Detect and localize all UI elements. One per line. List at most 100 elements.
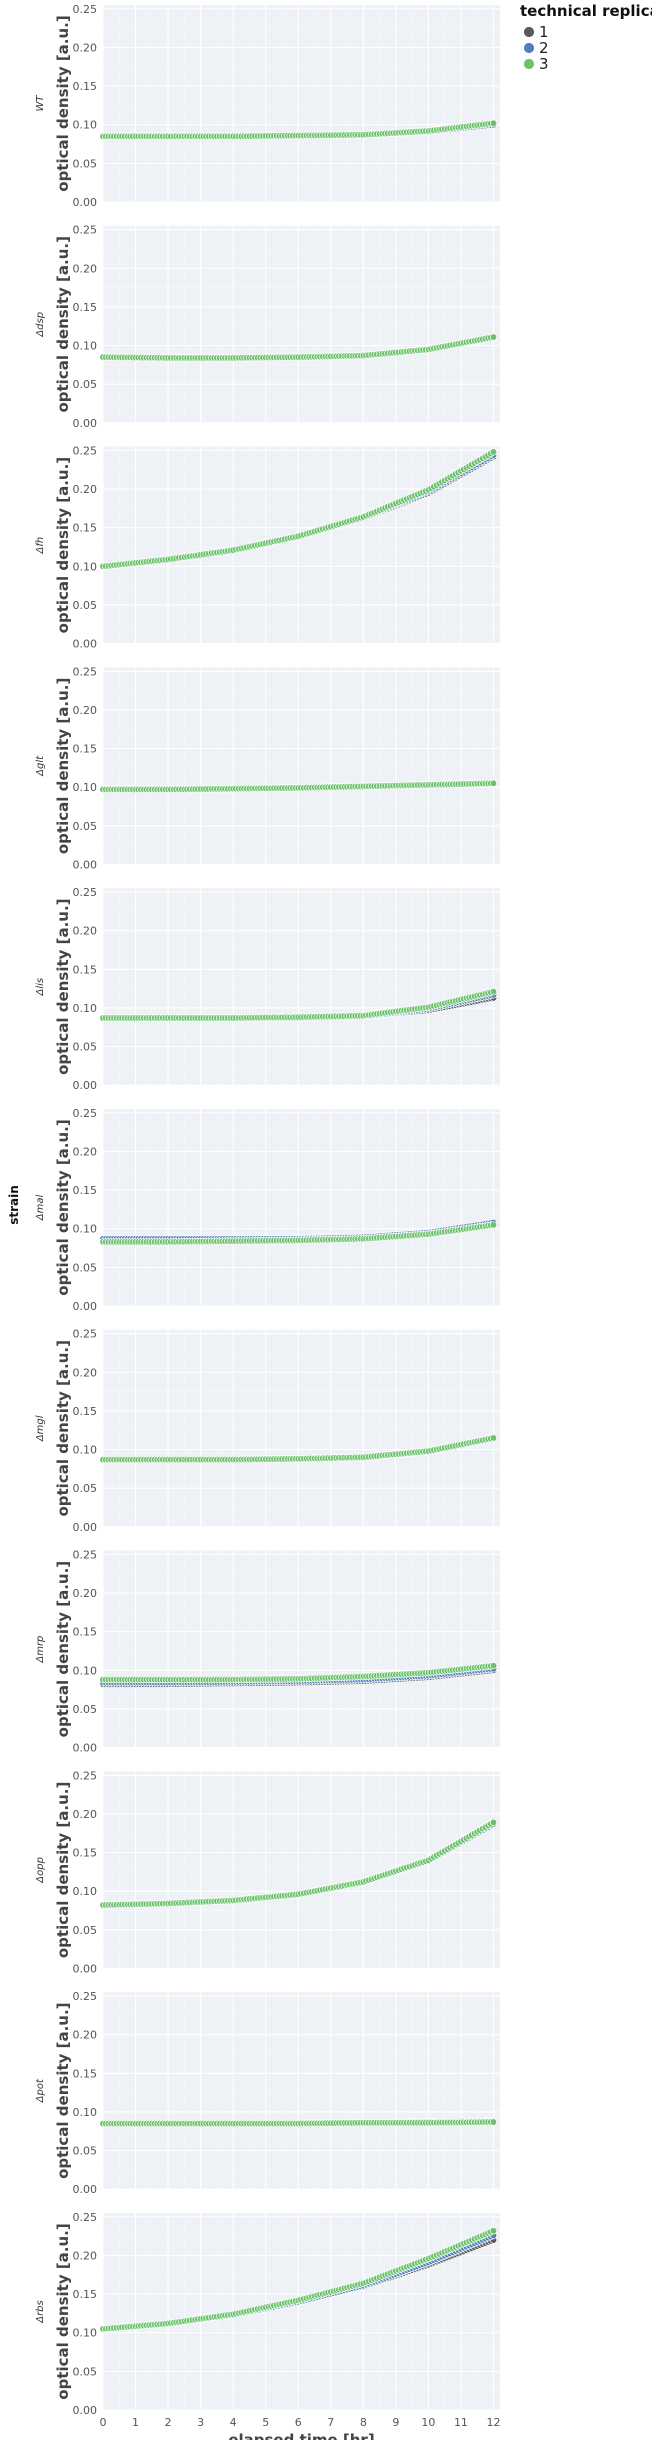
data-point bbox=[489, 2118, 498, 2126]
y-tick-label: 0.20 bbox=[73, 1366, 98, 1379]
y-tick-label: 0.00 bbox=[73, 2183, 98, 2196]
y-axis-label: optical density [a.u.] bbox=[54, 898, 72, 1074]
y-tick-label: 0.20 bbox=[73, 1145, 98, 1158]
panel-background bbox=[103, 446, 500, 644]
y-tick-label: 0.25 bbox=[73, 886, 98, 899]
y-tick-label: 0.25 bbox=[73, 2211, 98, 2224]
data-point bbox=[489, 119, 498, 127]
panel-background bbox=[103, 1329, 500, 1527]
y-axis-label: optical density [a.u.] bbox=[54, 1340, 72, 1516]
y-tick-label: 0.15 bbox=[73, 1184, 98, 1197]
panel-background bbox=[103, 2213, 500, 2410]
y-axis-label: optical density [a.u.] bbox=[54, 2223, 72, 2399]
y-tick-label: 0.20 bbox=[73, 1808, 98, 1821]
y-axis-label: optical density [a.u.] bbox=[54, 1782, 72, 1958]
y-tick-label: 0.25 bbox=[73, 1328, 98, 1341]
y-tick-label: 0.20 bbox=[73, 704, 98, 717]
y-tick-label: 0.20 bbox=[73, 2029, 98, 2042]
y-axis-label: optical density [a.u.] bbox=[54, 1119, 72, 1295]
y-tick-label: 0.25 bbox=[73, 1107, 98, 1120]
y-tick-label: 0.00 bbox=[73, 638, 98, 651]
y-tick-label: 0.20 bbox=[73, 41, 98, 54]
y-tick-label: 0.25 bbox=[73, 1769, 98, 1782]
y-tick-label: 0.10 bbox=[73, 1223, 98, 1236]
y-tick-label: 0.00 bbox=[73, 2404, 98, 2417]
y-tick-label: 0.00 bbox=[73, 417, 98, 430]
strain-label: Δmrp bbox=[35, 1636, 46, 1664]
y-tick-label: 0.05 bbox=[73, 1703, 98, 1716]
panel-background bbox=[103, 888, 500, 1086]
series-replicate-3 bbox=[99, 119, 498, 140]
y-tick-label: 0.20 bbox=[73, 2249, 98, 2262]
y-tick-label: 0.25 bbox=[73, 224, 98, 237]
y-tick-label: 0.00 bbox=[73, 1521, 98, 1534]
strain-label: Δrbs bbox=[35, 2300, 46, 2324]
y-tick-label: 0.05 bbox=[73, 378, 98, 391]
y-tick-label: 0.10 bbox=[73, 1002, 98, 1015]
data-point bbox=[489, 1434, 498, 1442]
y-tick-label: 0.15 bbox=[73, 2288, 98, 2301]
strain-label: Δlis bbox=[35, 978, 46, 997]
y-tick-label: 0.05 bbox=[73, 1261, 98, 1274]
series-replicate-3 bbox=[99, 333, 498, 362]
y-tick-label: 0.10 bbox=[73, 781, 98, 794]
y-axis-label: optical density [a.u.] bbox=[54, 15, 72, 191]
y-axis-label: optical density [a.u.] bbox=[54, 457, 72, 633]
y-tick-label: 0.15 bbox=[73, 80, 98, 93]
panel-background bbox=[103, 5, 500, 202]
y-tick-label: 0.00 bbox=[73, 1962, 98, 1975]
y-tick-label: 0.20 bbox=[73, 483, 98, 496]
y-tick-label: 0.10 bbox=[73, 1885, 98, 1898]
y-tick-label: 0.25 bbox=[73, 1548, 98, 1561]
strain-label: Δpot bbox=[35, 2078, 46, 2103]
y-tick-label: 0.15 bbox=[73, 1626, 98, 1639]
y-tick-label: 0.10 bbox=[73, 1664, 98, 1677]
y-tick-label: 0.00 bbox=[73, 196, 98, 209]
y-tick-label: 0.00 bbox=[73, 858, 98, 871]
y-tick-label: 0.25 bbox=[73, 444, 98, 457]
y-tick-label: 0.15 bbox=[73, 2067, 98, 2080]
panel-background bbox=[103, 667, 500, 865]
data-point bbox=[489, 988, 498, 996]
panel-background bbox=[103, 225, 500, 423]
data-point bbox=[489, 1662, 498, 1670]
panel-background bbox=[103, 1109, 500, 1306]
y-tick-label: 0.25 bbox=[73, 1990, 98, 2003]
y-tick-label: 0.15 bbox=[73, 1847, 98, 1860]
data-point bbox=[489, 333, 498, 341]
strain-label: WT bbox=[35, 95, 46, 112]
data-point bbox=[489, 448, 498, 456]
y-axis-label: optical density [a.u.] bbox=[54, 236, 72, 412]
y-tick-label: 0.10 bbox=[73, 2106, 98, 2119]
data-point bbox=[489, 1221, 498, 1229]
strain-label: Δdsp bbox=[35, 312, 46, 338]
strain-label: Δopp bbox=[35, 1857, 46, 1884]
y-tick-label: 0.15 bbox=[73, 743, 98, 756]
y-tick-label: 0.15 bbox=[73, 522, 98, 535]
panel-background bbox=[103, 1992, 500, 2190]
y-tick-label: 0.10 bbox=[73, 2327, 98, 2340]
y-tick-label: 0.10 bbox=[73, 119, 98, 132]
panel-background bbox=[103, 1550, 500, 1748]
strain-label: Δfh bbox=[35, 537, 46, 555]
y-axis-label: optical density [a.u.] bbox=[54, 678, 72, 854]
y-tick-label: 0.25 bbox=[73, 3, 98, 16]
y-tick-label: 0.20 bbox=[73, 925, 98, 938]
strain-label: Δmgl bbox=[35, 1415, 46, 1442]
y-tick-label: 0.05 bbox=[73, 820, 98, 833]
y-tick-label: 0.05 bbox=[73, 1041, 98, 1054]
data-point bbox=[489, 779, 498, 787]
y-tick-label: 0.00 bbox=[73, 1300, 98, 1313]
y-tick-label: 0.05 bbox=[73, 157, 98, 170]
